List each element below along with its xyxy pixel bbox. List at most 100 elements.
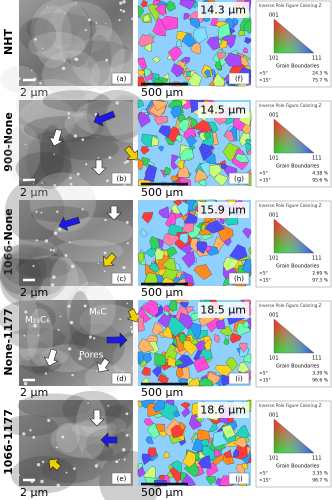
- grain: [203, 338, 212, 351]
- precipitate: [17, 77, 21, 80]
- grain: [197, 455, 212, 469]
- grain: [206, 36, 220, 51]
- grain: [146, 422, 160, 440]
- grain: [137, 99, 145, 109]
- grain: [172, 199, 183, 206]
- precipitate: [63, 60, 66, 62]
- precipitate: [34, 37, 37, 41]
- grain: [137, 466, 146, 478]
- precipitate: [122, 9, 126, 13]
- grain: [213, 448, 222, 458]
- precipitate: [52, 275, 56, 279]
- precipitate: [35, 239, 38, 242]
- precipitate: [35, 210, 38, 213]
- sem-grain: [27, 308, 54, 366]
- grain: [208, 422, 218, 432]
- pole-label: 101: [269, 56, 279, 62]
- precipitate: [36, 463, 41, 467]
- precipitate: [115, 460, 119, 464]
- grain: [190, 17, 201, 29]
- grain: [179, 0, 196, 10]
- precipitate: [23, 334, 26, 337]
- grain: [222, 256, 240, 272]
- grain: [154, 352, 166, 367]
- grain: [242, 227, 252, 239]
- arrow: [124, 145, 139, 161]
- pole-label: 101: [269, 456, 279, 462]
- grain: [145, 436, 154, 444]
- precipitate: [64, 254, 68, 257]
- panel-label-box: [111, 472, 132, 485]
- arrow: [43, 348, 59, 367]
- precipitate: [88, 335, 92, 339]
- sem-grain: [0, 300, 56, 335]
- grain: [193, 355, 210, 373]
- sem-grain: [85, 363, 125, 393]
- panel-label-box: [111, 72, 132, 85]
- sem-scale-text: 2 μm: [20, 186, 48, 199]
- panel-label-box: [111, 172, 132, 185]
- grain: [229, 244, 248, 260]
- grain: [162, 257, 177, 271]
- row: 1066-1177 (e) 2 μm 18.6 μm (j) 500 μm Inverse …: [2, 390, 332, 500]
- grain: [137, 57, 147, 72]
- precipitate: [29, 429, 32, 432]
- sem-grain: [85, 428, 132, 462]
- arrow: [106, 332, 128, 348]
- gb-title: Grain Boundaries: [276, 164, 320, 170]
- arrow: [48, 128, 64, 147]
- grain: [218, 22, 231, 39]
- grain: [141, 366, 151, 376]
- grain: [137, 338, 155, 354]
- grain: [170, 460, 182, 474]
- legend: Inverse Pole Figure Coloring Z 001 101 111 G…: [255, 0, 332, 88]
- pole-label: 111: [312, 156, 322, 162]
- grain: [180, 402, 190, 409]
- grain: [158, 430, 167, 438]
- grain: [149, 262, 161, 273]
- arrow: [58, 216, 81, 232]
- precipitate: [115, 101, 119, 105]
- sem-grain: [79, 304, 138, 338]
- grain: [193, 264, 213, 280]
- grain: [239, 132, 250, 147]
- grain-size: 14.3 μm: [200, 4, 246, 17]
- precipitate: [87, 402, 89, 404]
- precipitate: [87, 18, 91, 22]
- legend: Inverse Pole Figure Coloring Z 001 101 111 G…: [255, 400, 332, 488]
- precipitate: [58, 227, 62, 231]
- legend-title: Inverse Pole Figure Coloring Z: [259, 3, 322, 8]
- sem-grain: [15, 295, 40, 361]
- grain: [185, 70, 191, 78]
- precipitate: [24, 310, 28, 314]
- sem-grain: [1, 244, 53, 286]
- grain: [152, 99, 169, 112]
- legend-title: Inverse Pole Figure Coloring Z: [259, 403, 322, 408]
- sem-grain: [68, 323, 125, 370]
- grain: [180, 56, 191, 65]
- sem-image: M₂₃C₆ M₆C Pores (d): [0, 282, 153, 393]
- grain: [154, 247, 165, 261]
- precipitate: [57, 328, 60, 331]
- grain: [170, 62, 184, 77]
- grain: [157, 145, 164, 152]
- sem-grain: [62, 390, 122, 427]
- ebsd-map: 18.5 μm (i): [137, 299, 252, 387]
- sem-scale-text: 2 μm: [20, 286, 48, 299]
- precipitate: [119, 318, 122, 321]
- precipitate: [75, 2, 77, 4]
- grain: [170, 106, 182, 119]
- grain: [179, 273, 187, 281]
- pole-label: 001: [269, 213, 279, 219]
- sem-grain: [69, 290, 91, 349]
- grain: [179, 301, 190, 308]
- grain: [194, 168, 209, 183]
- precipitate: [67, 304, 71, 308]
- grain: [216, 51, 227, 61]
- precipitate: [59, 315, 62, 318]
- panel-label: (f): [235, 75, 243, 83]
- precipitate: [107, 404, 110, 407]
- grain: [189, 238, 199, 253]
- grain: [214, 334, 220, 343]
